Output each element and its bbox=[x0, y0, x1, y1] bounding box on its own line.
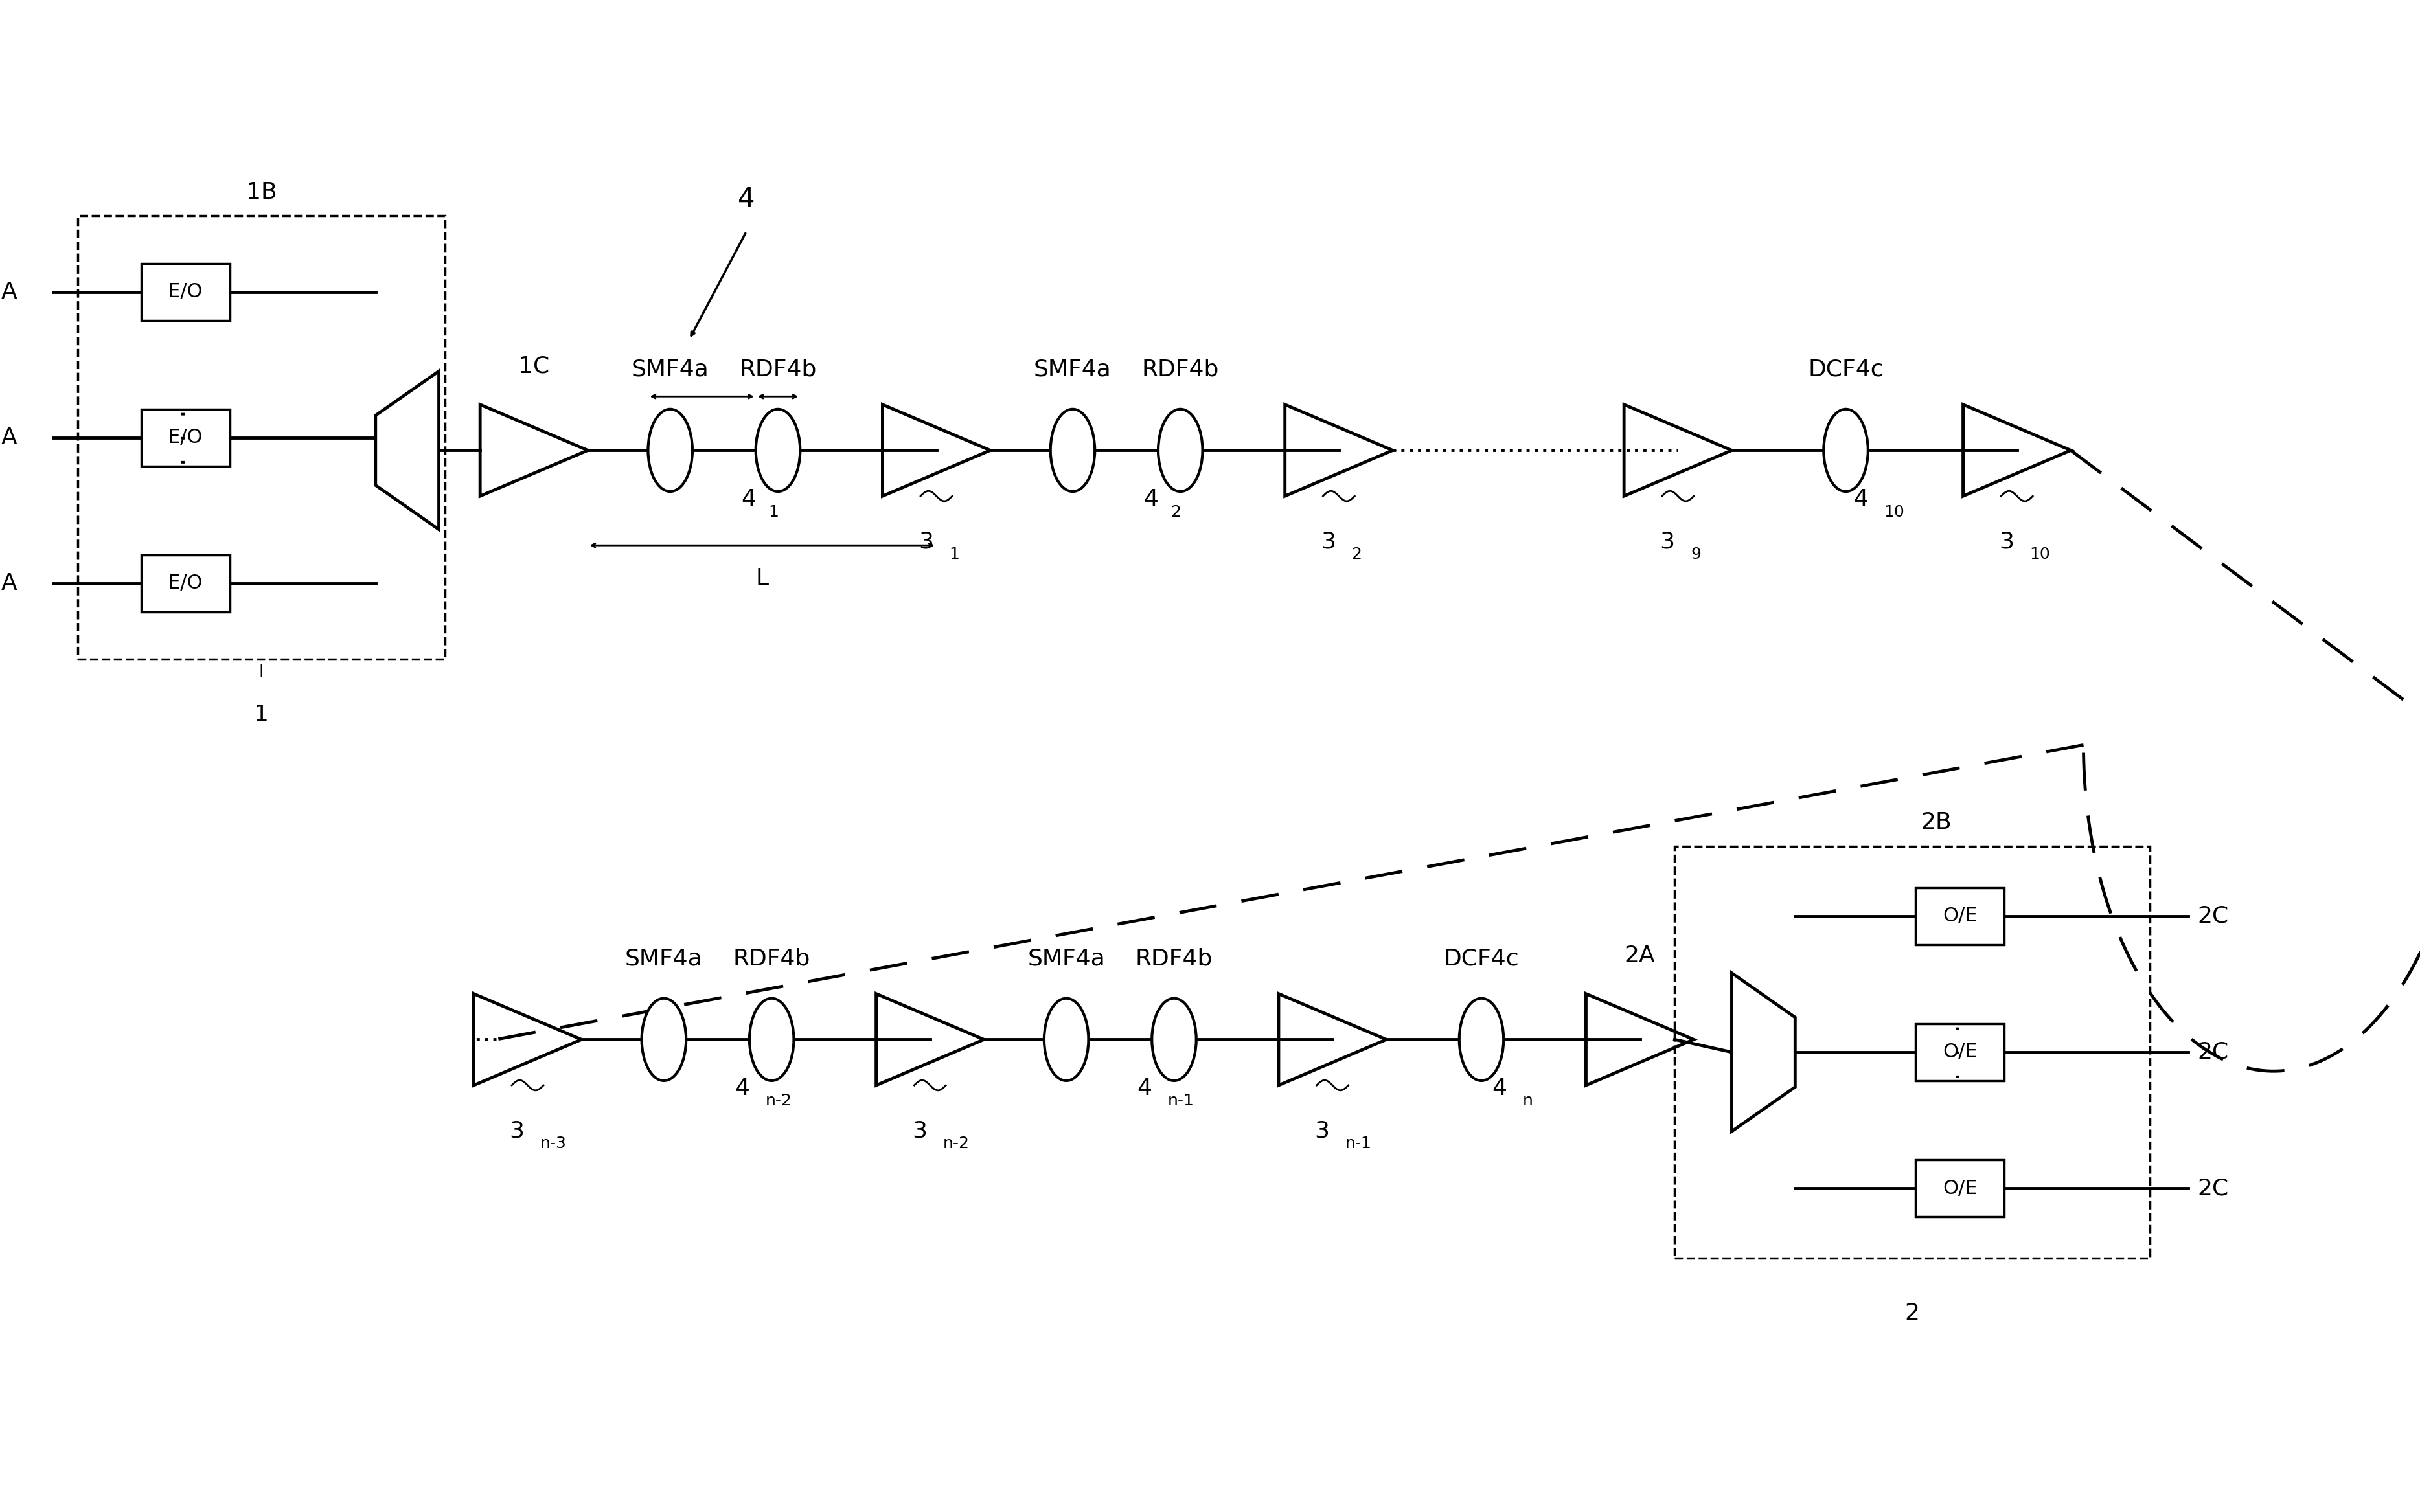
Text: RDF4b: RDF4b bbox=[1135, 948, 1212, 969]
Bar bbox=[140, 263, 230, 321]
Text: 4: 4 bbox=[1142, 488, 1159, 511]
Text: 3: 3 bbox=[1660, 531, 1675, 553]
Text: 2C: 2C bbox=[2197, 1178, 2229, 1199]
Bar bbox=[140, 555, 230, 612]
Text: 3: 3 bbox=[912, 1120, 927, 1142]
Text: ·  ·  ·: · · · bbox=[1948, 1024, 1972, 1080]
Bar bbox=[1917, 1160, 2004, 1217]
Text: 4: 4 bbox=[738, 186, 755, 213]
Ellipse shape bbox=[750, 998, 794, 1081]
Text: SMF4a: SMF4a bbox=[1033, 358, 1111, 381]
Text: 1A: 1A bbox=[0, 426, 17, 449]
Text: O/E: O/E bbox=[1943, 1179, 1977, 1198]
Text: 4: 4 bbox=[1137, 1078, 1152, 1099]
Text: L: L bbox=[755, 567, 770, 590]
Text: SMF4a: SMF4a bbox=[624, 948, 702, 969]
Text: E/O: E/O bbox=[167, 428, 203, 448]
Text: O/E: O/E bbox=[1943, 907, 1977, 925]
Text: 2A: 2A bbox=[1624, 945, 1655, 966]
Text: SMF4a: SMF4a bbox=[1028, 948, 1106, 969]
Text: 3: 3 bbox=[511, 1120, 525, 1142]
Text: n-3: n-3 bbox=[540, 1136, 566, 1152]
Text: 3: 3 bbox=[1999, 531, 2013, 553]
Text: E/O: E/O bbox=[167, 575, 203, 593]
Bar bbox=[1917, 1024, 2004, 1081]
Text: 2C: 2C bbox=[2197, 906, 2229, 927]
Text: 3: 3 bbox=[1321, 531, 1336, 553]
Ellipse shape bbox=[1159, 410, 1203, 491]
Text: E/O: E/O bbox=[167, 283, 203, 301]
Text: 2: 2 bbox=[1171, 503, 1181, 520]
Text: 3: 3 bbox=[917, 531, 934, 553]
Text: DCF4c: DCF4c bbox=[1808, 358, 1883, 381]
Text: 4: 4 bbox=[1491, 1078, 1508, 1099]
Text: RDF4b: RDF4b bbox=[733, 948, 811, 969]
Text: n-1: n-1 bbox=[1346, 1136, 1372, 1152]
Ellipse shape bbox=[1459, 998, 1503, 1081]
Ellipse shape bbox=[1152, 998, 1195, 1081]
Text: 1: 1 bbox=[770, 503, 779, 520]
Ellipse shape bbox=[641, 998, 685, 1081]
Text: 4: 4 bbox=[736, 1078, 750, 1099]
Text: 1C: 1C bbox=[518, 355, 549, 378]
Text: 4: 4 bbox=[1854, 488, 1868, 511]
Bar bbox=[77, 216, 445, 659]
Ellipse shape bbox=[1825, 410, 1868, 491]
Bar bbox=[140, 410, 230, 466]
Text: 3: 3 bbox=[1314, 1120, 1329, 1142]
Text: 9: 9 bbox=[1692, 547, 1701, 562]
Polygon shape bbox=[375, 370, 438, 529]
Bar bbox=[1675, 847, 2149, 1258]
Text: RDF4b: RDF4b bbox=[1142, 358, 1220, 381]
Text: 1A: 1A bbox=[0, 281, 17, 302]
Text: 2C: 2C bbox=[2197, 1042, 2229, 1063]
Text: RDF4b: RDF4b bbox=[738, 358, 816, 381]
Ellipse shape bbox=[1050, 410, 1094, 491]
Text: O/E: O/E bbox=[1943, 1043, 1977, 1061]
Polygon shape bbox=[1733, 974, 1796, 1131]
Text: 1: 1 bbox=[949, 547, 958, 562]
Text: 2: 2 bbox=[1350, 547, 1362, 562]
Ellipse shape bbox=[1043, 998, 1089, 1081]
Text: 1B: 1B bbox=[247, 181, 276, 203]
Text: n-2: n-2 bbox=[765, 1093, 791, 1108]
Text: 1A: 1A bbox=[0, 573, 17, 594]
Text: n-1: n-1 bbox=[1169, 1093, 1193, 1108]
Text: DCF4c: DCF4c bbox=[1445, 948, 1520, 969]
Text: 4: 4 bbox=[741, 488, 755, 511]
Text: 10: 10 bbox=[1883, 503, 1905, 520]
Text: 10: 10 bbox=[2030, 547, 2050, 562]
Text: n: n bbox=[1522, 1093, 1532, 1108]
Text: 1: 1 bbox=[254, 703, 269, 726]
Ellipse shape bbox=[755, 410, 801, 491]
Text: SMF4a: SMF4a bbox=[632, 358, 709, 381]
Text: 2: 2 bbox=[1905, 1302, 1919, 1325]
Ellipse shape bbox=[649, 410, 692, 491]
Bar bbox=[1917, 888, 2004, 945]
Text: ·  ·  ·: · · · bbox=[174, 410, 198, 466]
Text: n-2: n-2 bbox=[944, 1136, 970, 1152]
Text: 2B: 2B bbox=[1921, 812, 1951, 833]
